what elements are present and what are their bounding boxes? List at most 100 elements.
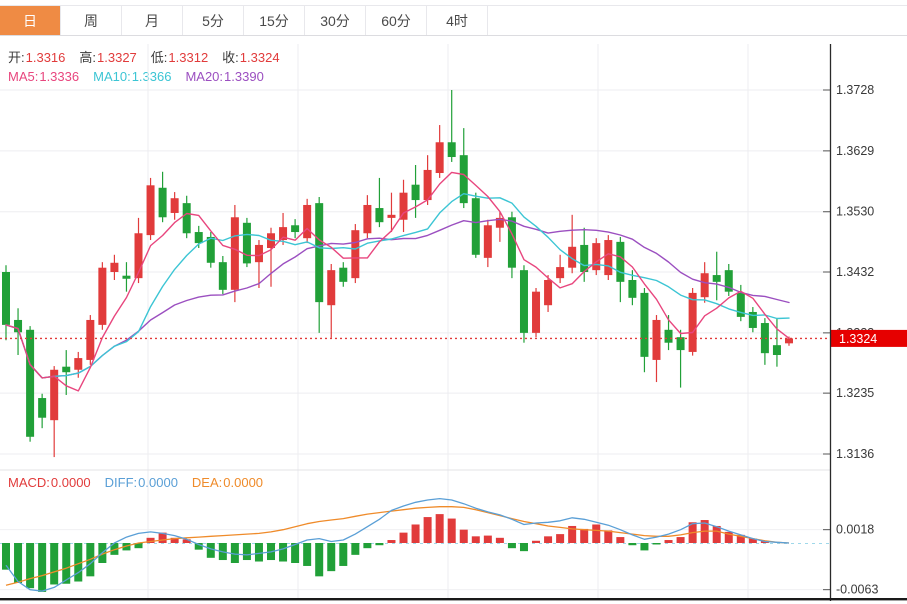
macd-bar: [676, 537, 685, 543]
candle-body: [182, 203, 191, 234]
candle-body: [664, 329, 673, 343]
macd-bar: [315, 543, 324, 577]
macd-bar: [182, 539, 191, 543]
candle-body: [26, 329, 35, 437]
candle-body: [291, 225, 300, 233]
macd-bar: [628, 543, 637, 546]
macd-bar: [194, 543, 203, 550]
macd-bar: [351, 543, 360, 555]
candle-body: [206, 236, 215, 263]
candle-body: [242, 222, 251, 264]
candle-body: [616, 241, 625, 282]
macd-bar: [134, 543, 143, 549]
candle-body: [700, 273, 709, 298]
price-tick-label: 1.3235: [836, 386, 874, 400]
legend-value: 1.3390: [224, 69, 264, 84]
ohlc-legend-item: 低:1.3312: [151, 50, 208, 65]
candle-body: [315, 203, 324, 303]
macd-bar: [519, 543, 528, 552]
grid-lines: [0, 44, 830, 598]
candle-body: [760, 323, 769, 354]
candle-body: [568, 246, 577, 268]
macd-bar: [146, 537, 155, 543]
macd-bar: [724, 531, 733, 543]
tab-day[interactable]: 日: [0, 6, 61, 35]
macd-bar: [592, 524, 601, 543]
candle-body: [375, 208, 384, 223]
tab-15min[interactable]: 15分: [244, 6, 305, 35]
macd-legend-item: MACD:0.0000: [8, 475, 91, 490]
candle-body: [519, 270, 528, 333]
macd-bar: [544, 536, 553, 543]
tab-5min[interactable]: 5分: [183, 6, 244, 35]
legend-value: 0.0000: [50, 475, 91, 490]
macd-bar: [26, 543, 35, 589]
diff-line: [5, 497, 790, 592]
macd-bar: [652, 543, 661, 545]
macd-bar: [363, 543, 372, 549]
candle-body: [471, 198, 480, 255]
candle-body: [724, 270, 733, 292]
candle-body: [110, 262, 119, 272]
legend-label: 开:: [8, 50, 25, 65]
candle-body: [146, 185, 155, 236]
macd-bar: [38, 543, 47, 592]
tab-week[interactable]: 周: [61, 6, 122, 35]
tab-month[interactable]: 月: [122, 6, 183, 35]
candle-body: [423, 169, 432, 201]
macd-bar: [616, 537, 625, 543]
candle-body: [351, 230, 360, 279]
legend-label: 高:: [79, 50, 97, 65]
macd-bar: [556, 534, 565, 543]
macd-bar: [435, 514, 444, 543]
macd-bar: [122, 543, 131, 551]
legend-value: 1.3316: [25, 50, 66, 65]
candle-body: [712, 275, 721, 282]
candle-body: [14, 319, 23, 333]
candle-body: [556, 267, 565, 279]
candle-body: [640, 292, 649, 357]
candle-body: [327, 270, 336, 306]
tab-60min[interactable]: 60分: [366, 6, 427, 35]
candle-body: [736, 292, 745, 317]
price-axis: 1.37281.36291.35301.34321.33331.32351.31…: [823, 83, 878, 597]
macd-bar: [495, 537, 504, 543]
candle-body: [86, 319, 95, 360]
candle-body: [676, 337, 685, 351]
legend-label: MA20:: [185, 69, 224, 84]
macd-bar: [14, 543, 23, 583]
candle-body: [254, 244, 263, 263]
macd-bar: [423, 517, 432, 543]
legend-label: DIFF:: [104, 475, 138, 490]
candle-body: [230, 217, 239, 290]
macd-bar: [206, 543, 215, 558]
macd-bar: [242, 543, 251, 561]
price-tick-label: 1.3432: [836, 265, 874, 279]
macd-bar: [110, 543, 119, 555]
tab-30min[interactable]: 30分: [305, 6, 366, 35]
candle-body: [158, 187, 167, 218]
tab-4hour[interactable]: 4时: [427, 6, 488, 35]
legend-label: 收:: [222, 50, 239, 65]
macd-bar: [507, 543, 516, 549]
candles: [2, 90, 793, 458]
candle-body: [50, 369, 59, 421]
ma10-line: [5, 192, 790, 379]
macd-bar: [62, 543, 71, 584]
price-tick-label: 1.3530: [836, 205, 874, 219]
legend-label: 低:: [150, 50, 168, 65]
candle-body: [580, 244, 589, 272]
ma5-line: [5, 171, 790, 392]
legend-value: 1.3312: [168, 50, 209, 65]
macd-bar: [291, 543, 300, 563]
candle-body: [122, 275, 131, 279]
macd-bar: [459, 529, 468, 543]
ma-legend: MA5:1.3336 MA10:1.3366 MA20:1.3390: [8, 69, 278, 84]
macd-bar: [568, 525, 577, 543]
ohlc-legend-item: 开:1.3316: [8, 50, 65, 65]
candle-body: [134, 233, 143, 279]
candle-body: [748, 311, 757, 328]
legend-value: 1.3327: [97, 50, 137, 65]
